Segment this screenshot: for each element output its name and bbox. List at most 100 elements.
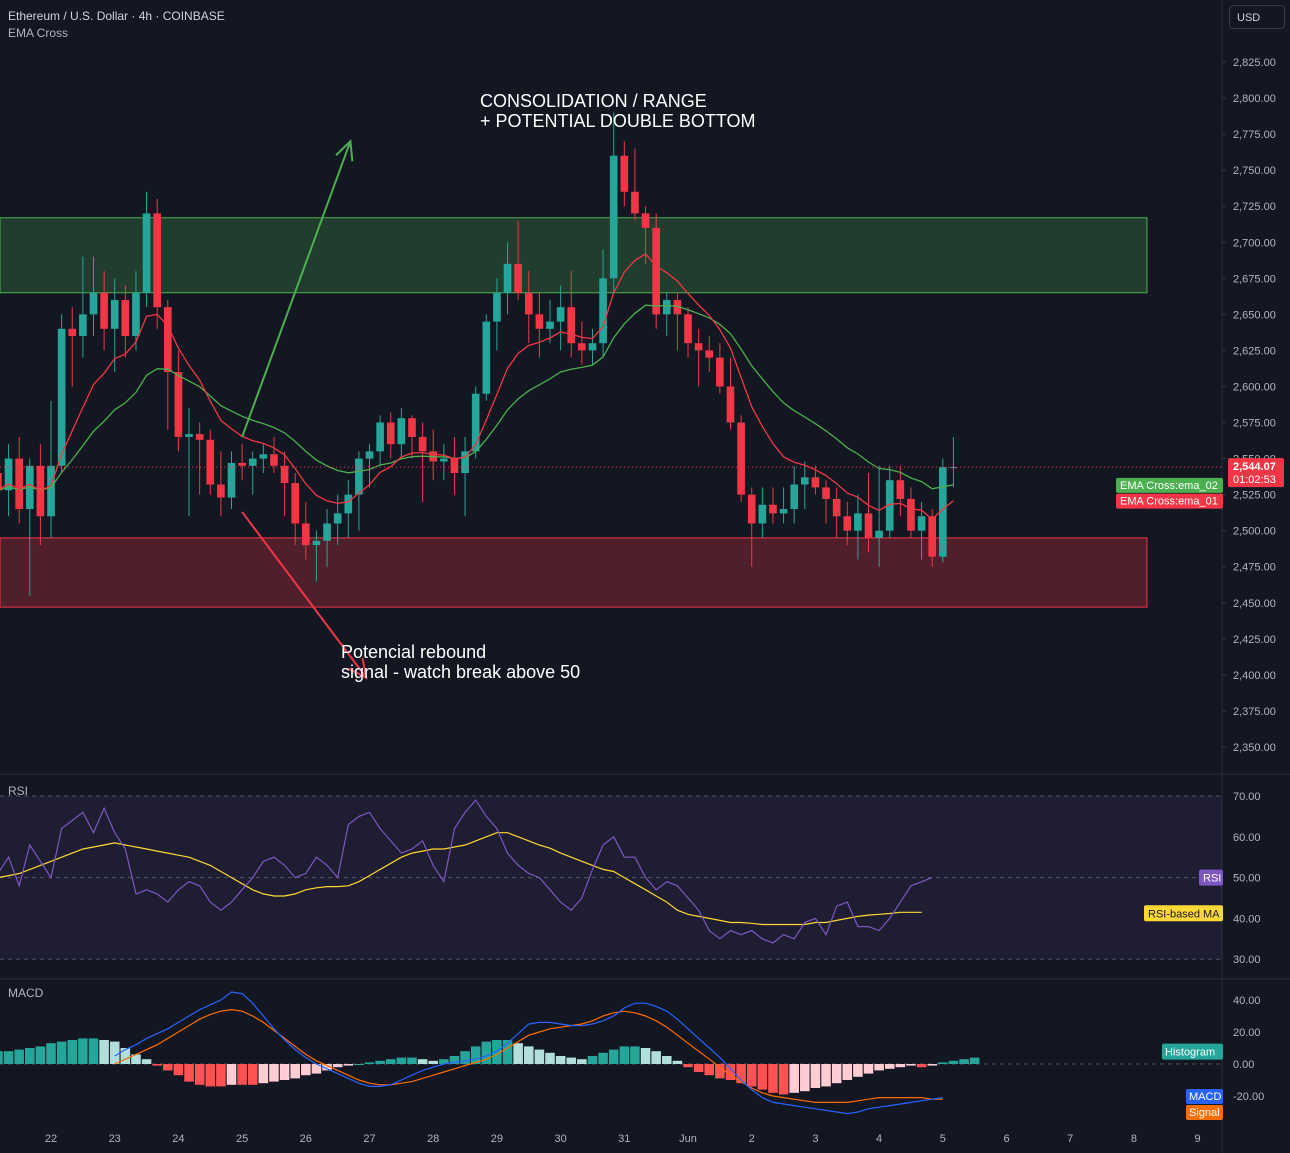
candle-body: [301, 523, 310, 546]
candle-body: [386, 422, 395, 445]
price-tick-label: 2,500.00: [1233, 526, 1276, 538]
macd-histogram-bar: [895, 1064, 906, 1068]
time-tick-label: 9: [1195, 1133, 1201, 1145]
price-tick-label: 2,375.00: [1233, 706, 1276, 718]
macd-histogram-bar: [789, 1064, 799, 1093]
macd-histogram-bar: [141, 1059, 152, 1064]
macd-histogram-bar: [364, 1062, 375, 1064]
candle-body: [896, 480, 905, 499]
time-tick-label: 22: [45, 1133, 57, 1145]
candle-body: [588, 343, 597, 351]
candle-body: [620, 155, 629, 192]
candle-body: [163, 307, 172, 373]
current-price-label: 2,544.07: [1233, 461, 1276, 473]
macd-histogram-bar: [906, 1064, 916, 1066]
time-tick-label: 30: [554, 1133, 566, 1145]
histogram-tag: [1162, 1043, 1223, 1060]
candle-body: [556, 307, 565, 322]
candle-body: [769, 504, 777, 514]
rsi-tick-label: 50.00: [1233, 873, 1261, 885]
signal-tag: [1186, 1105, 1223, 1120]
price-tick-label: 2,800.00: [1233, 93, 1276, 105]
macd-histogram-bar: [354, 1064, 364, 1065]
annotation-range-line2: + POTENTIAL DOUBLE BOTTOM: [480, 111, 756, 131]
annotation-range-line1: CONSOLIDATION / RANGE: [480, 91, 707, 111]
candle-body: [949, 467, 958, 469]
time-tick-label: 26: [300, 1133, 312, 1145]
macd-histogram-bar: [630, 1046, 640, 1064]
macd-histogram-bar: [152, 1064, 162, 1066]
annotation-rebound-line2: signal - watch break above 50: [341, 662, 581, 682]
macd-histogram-bar: [120, 1048, 131, 1064]
candle-body: [355, 458, 363, 495]
candle-body: [227, 462, 236, 498]
macd-histogram-bar: [948, 1060, 959, 1064]
candle-body: [503, 263, 512, 293]
macd-histogram-bar: [831, 1064, 842, 1084]
macd-histogram-bar: [821, 1064, 831, 1087]
price-tick-label: 2,450.00: [1233, 598, 1276, 610]
rsi-pane-label: RSI: [8, 784, 29, 798]
currency-button[interactable]: USD: [1229, 5, 1285, 29]
macd-histogram-bar: [428, 1060, 438, 1064]
candle-body: [440, 458, 448, 462]
candle-body: [578, 343, 586, 351]
macd-histogram-bar: [672, 1060, 683, 1064]
macd-histogram-bar: [662, 1056, 672, 1064]
candle-body: [461, 451, 469, 473]
price-tick-label: 2,425.00: [1233, 634, 1276, 646]
candle-body: [270, 454, 278, 466]
rsi-tick-label: 40.00: [1233, 913, 1261, 925]
macd-histogram-bar: [322, 1064, 332, 1071]
candle-body: [790, 484, 799, 510]
candle-body: [365, 451, 374, 459]
price-tick-label: 2,625.00: [1233, 345, 1276, 357]
candle-body: [928, 516, 937, 557]
macd-histogram-bar: [778, 1064, 789, 1095]
candle-body: [217, 484, 225, 498]
macd-histogram-bar: [163, 1064, 173, 1071]
rsi-tag: [1199, 869, 1223, 886]
macd-histogram-bar: [725, 1064, 736, 1080]
macd-histogram-bar: [396, 1057, 407, 1064]
histogram-tag-label: Histogram: [1165, 1047, 1215, 1059]
candle-body: [142, 213, 151, 293]
candle-body: [333, 513, 342, 524]
rsi-ma-line: [0, 832, 922, 926]
candle-body: [57, 328, 66, 466]
price-tick-label: 2,725.00: [1233, 201, 1276, 213]
candle-body: [280, 465, 289, 484]
candle-body: [779, 509, 788, 514]
macd-histogram-bar: [449, 1056, 460, 1064]
candle-body: [917, 516, 926, 531]
macd-histogram-bar: [863, 1064, 874, 1074]
macd-histogram-bar: [874, 1064, 884, 1071]
macd-histogram-bar: [385, 1059, 396, 1064]
macd-histogram-bar: [534, 1049, 545, 1064]
candle-body: [864, 513, 873, 538]
candle-body: [471, 393, 480, 452]
macd-histogram-bar: [439, 1059, 449, 1064]
macd-tag-label: MACD: [1189, 1091, 1221, 1103]
rsi-tick-label: 30.00: [1233, 954, 1261, 966]
candle-body: [238, 462, 246, 466]
candle-body: [110, 299, 119, 329]
macd-histogram-bar: [131, 1054, 141, 1064]
time-tick-label: 6: [1003, 1133, 1009, 1145]
candle-body: [323, 523, 331, 541]
macd-histogram-bar: [916, 1064, 927, 1068]
resistance-zone: [0, 217, 1148, 294]
time-tick-label: 4: [876, 1133, 882, 1145]
candle-body: [132, 292, 140, 336]
macd-histogram-bar: [343, 1064, 354, 1066]
macd-histogram-bar: [216, 1064, 226, 1087]
macd-histogram-bar: [969, 1057, 980, 1064]
candle-body: [408, 418, 416, 437]
ema-fast-line: [0, 253, 954, 521]
candle-body: [482, 321, 491, 394]
price-tick-label: 2,575.00: [1233, 418, 1276, 430]
candle-body: [747, 494, 756, 524]
macd-tick-label: 0.00: [1233, 1059, 1254, 1071]
price-tick-label: 2,750.00: [1233, 165, 1276, 177]
